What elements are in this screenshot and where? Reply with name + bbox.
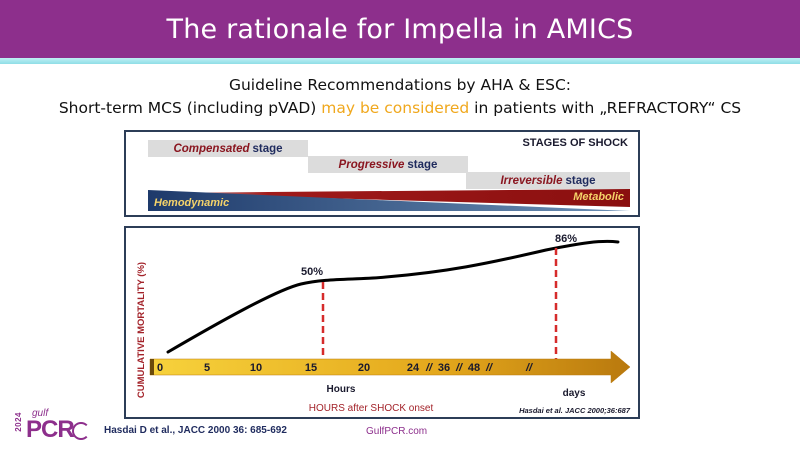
gulfpcr-logo: 2024 gulf PCR	[14, 408, 100, 446]
mortality-chart-panel: CUMULATIVE MORTALITY (%) 50% 86% 0 5 10 15 2…	[124, 226, 640, 419]
metabolic-wedge	[148, 189, 630, 207]
x-tick-label: 5	[204, 362, 210, 374]
hemodynamic-wedge	[148, 190, 630, 211]
subtitle-text-a: Short-term MCS (including pVAD)	[58, 99, 322, 117]
hemodynamic-label: Hemodynamic	[154, 197, 229, 209]
subtitle-highlight: may be considered	[321, 99, 470, 117]
stage-compensated: Compensated stage	[148, 140, 308, 157]
footer-reference: Hasdai D et al., JACC 2000 36: 685-692	[104, 425, 287, 436]
x-tick-label: 10	[250, 362, 262, 374]
x-tick-labels: 0 5 10 15 20 24 // 36 // 48 // //	[157, 362, 534, 374]
time-axis-arrow	[149, 350, 631, 384]
subtitle-line-1: Guideline Recommendations by AHA & ESC:	[228, 76, 572, 94]
x-axis-label: HOURS after SHOCK onset	[309, 403, 434, 414]
x-tick-label: //	[455, 362, 464, 374]
x-unit-hours: Hours	[327, 384, 356, 395]
stage-progressive: Progressive stage	[308, 156, 468, 173]
mortality-curve	[166, 239, 620, 354]
stages-title: STAGES OF SHOCK	[522, 137, 628, 149]
stage-compensated-em: Compensated	[173, 142, 250, 155]
x-tick-label: 24	[407, 362, 420, 374]
stage-irreversible-rest: stage	[565, 174, 596, 187]
x-unit-days: days	[563, 388, 586, 399]
x-tick-label: //	[425, 362, 434, 374]
x-tick-label: 15	[305, 362, 317, 374]
stage-progressive-rest: stage	[407, 158, 438, 171]
logo-year: 2024	[14, 412, 23, 432]
x-tick-label: 36	[438, 362, 450, 374]
stage-progressive-em: Progressive	[338, 158, 405, 171]
logo-pcr: PCR	[26, 416, 75, 443]
time-axis-start-edge	[150, 359, 154, 375]
annotation-86: 86%	[555, 233, 577, 245]
y-axis-label: CUMULATIVE MORTALITY (%)	[136, 262, 147, 398]
subtitle-line-2: Short-term MCS (including pVAD) may be c…	[0, 99, 800, 117]
footer-url[interactable]: GulfPCR.com	[366, 426, 428, 437]
accent-line	[0, 58, 800, 64]
metabolic-label: Metabolic	[573, 191, 624, 203]
stage-irreversible: Irreversible stage	[466, 172, 630, 189]
logo-gulf: gulf	[32, 408, 49, 419]
stage-compensated-rest: stage	[252, 142, 283, 155]
x-tick-label: 20	[358, 362, 370, 374]
logo-mark-icon	[72, 422, 90, 440]
stage-irreversible-em: Irreversible	[500, 174, 563, 187]
x-tick-label: //	[525, 362, 534, 374]
x-tick-label: 0	[157, 362, 163, 374]
title-bar: The rationale for Impella in AMICS	[0, 0, 800, 58]
stages-panel: STAGES OF SHOCK Compensated stage Progre…	[124, 130, 640, 217]
x-tick-label: //	[485, 362, 494, 374]
mortality-chart: CUMULATIVE MORTALITY (%) 50% 86% 0 5 10 15 2…	[136, 233, 631, 415]
x-tick-label: 48	[468, 362, 480, 374]
annotation-50: 50%	[301, 266, 323, 278]
subtitle-text-b: in patients with „REFRACTORY“ CS	[469, 99, 742, 117]
hemo-metabolic-wedges: Hemodynamic Metabolic	[148, 189, 630, 211]
chart-source: Hasdai et al. JACC 2000;36:687	[519, 406, 631, 415]
slide-title: The rationale for Impella in AMICS	[166, 13, 634, 45]
